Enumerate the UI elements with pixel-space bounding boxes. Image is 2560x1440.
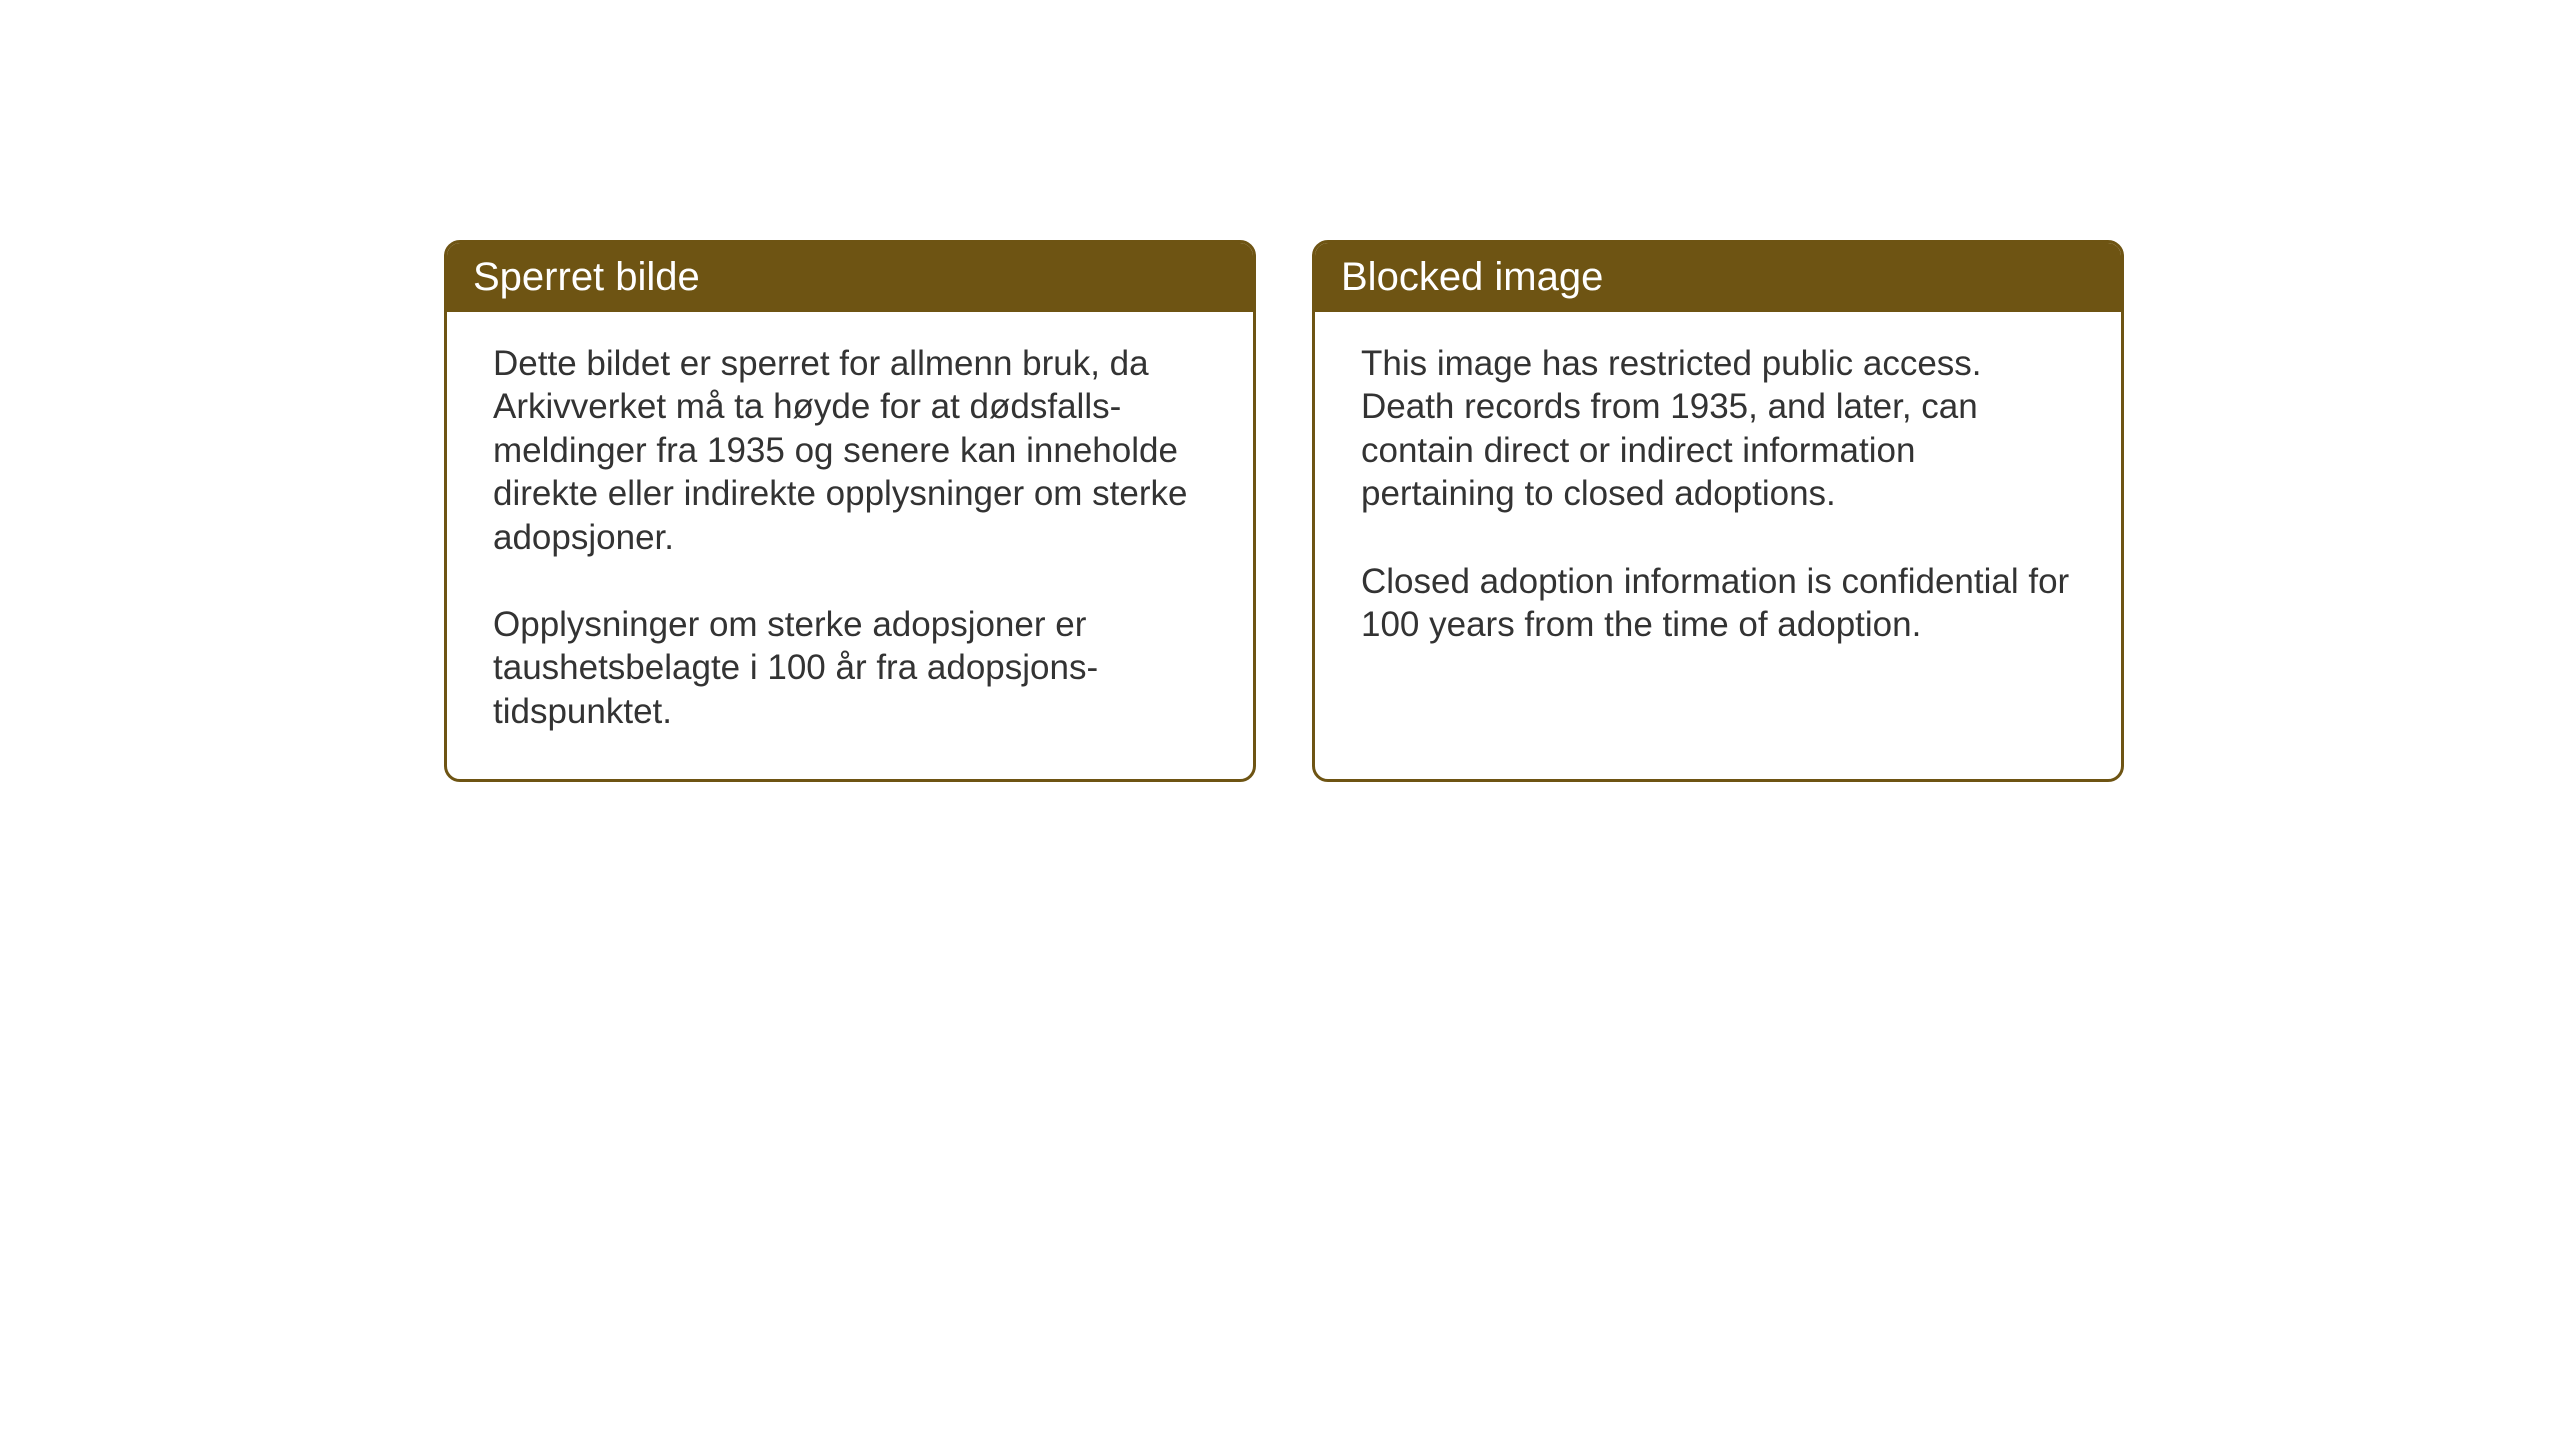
english-card-text: This image has restricted public access.… (1361, 342, 2075, 646)
norwegian-card-header: Sperret bilde (447, 243, 1253, 312)
norwegian-card-body: Dette bildet er sperret for allmenn bruk… (447, 312, 1253, 779)
norwegian-paragraph-2: Opplysninger om sterke adopsjoner er tau… (493, 603, 1207, 733)
english-card-body: This image has restricted public access.… (1315, 312, 2121, 752)
english-paragraph-2: Closed adoption information is confident… (1361, 560, 2075, 647)
norwegian-card-title: Sperret bilde (473, 255, 700, 299)
english-paragraph-1: This image has restricted public access.… (1361, 342, 2075, 516)
norwegian-notice-card: Sperret bilde Dette bildet er sperret fo… (444, 240, 1256, 782)
english-notice-card: Blocked image This image has restricted … (1312, 240, 2124, 782)
english-card-header: Blocked image (1315, 243, 2121, 312)
norwegian-paragraph-1: Dette bildet er sperret for allmenn bruk… (493, 342, 1207, 559)
english-card-title: Blocked image (1341, 255, 1603, 299)
norwegian-card-text: Dette bildet er sperret for allmenn bruk… (493, 342, 1207, 733)
notice-container: Sperret bilde Dette bildet er sperret fo… (444, 240, 2124, 782)
